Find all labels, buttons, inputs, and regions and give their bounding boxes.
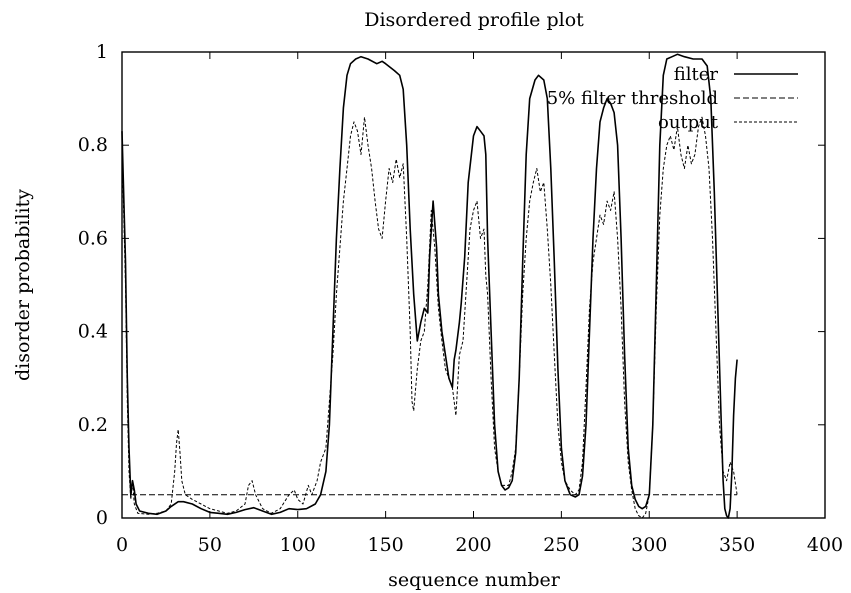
legend-label: output [658, 112, 719, 133]
x-tick-label: 200 [455, 534, 491, 556]
legend-label: filter [674, 64, 719, 85]
plot-frame [121, 51, 826, 519]
x-tick-label: 100 [280, 534, 316, 556]
chart-title: Disordered profile plot [364, 9, 584, 31]
series-layer [121, 53, 738, 519]
y-axis-label: disorder probability [12, 189, 34, 381]
y-tick-label: 0.2 [78, 414, 108, 436]
y-tick-label: 0 [96, 507, 108, 529]
legend-label: 5% filter threshold [547, 88, 718, 109]
x-tick-label: 250 [543, 534, 579, 556]
x-tick-label: 150 [367, 534, 403, 556]
x-tick-label: 350 [719, 534, 755, 556]
series-line-0 [121, 53, 738, 519]
y-tick-label: 0.4 [78, 321, 108, 343]
x-tick-label: 400 [807, 534, 843, 556]
legend: filter 5% filter threshold output [547, 64, 798, 133]
y-tick-label: 0.6 [78, 227, 108, 249]
x-tick-label: 0 [116, 534, 128, 556]
y-tick-label: 0.8 [78, 134, 108, 156]
axis-ticks: 0 50 100 150 200 250 300 350 400 0 0.2 0.4 0.6 0.8 1 [78, 41, 843, 556]
x-tick-label: 300 [631, 534, 667, 556]
x-tick-label: 50 [198, 534, 222, 556]
y-tick-label: 1 [96, 41, 108, 63]
x-axis-label: sequence number [388, 569, 561, 591]
series-line-2 [121, 116, 738, 519]
